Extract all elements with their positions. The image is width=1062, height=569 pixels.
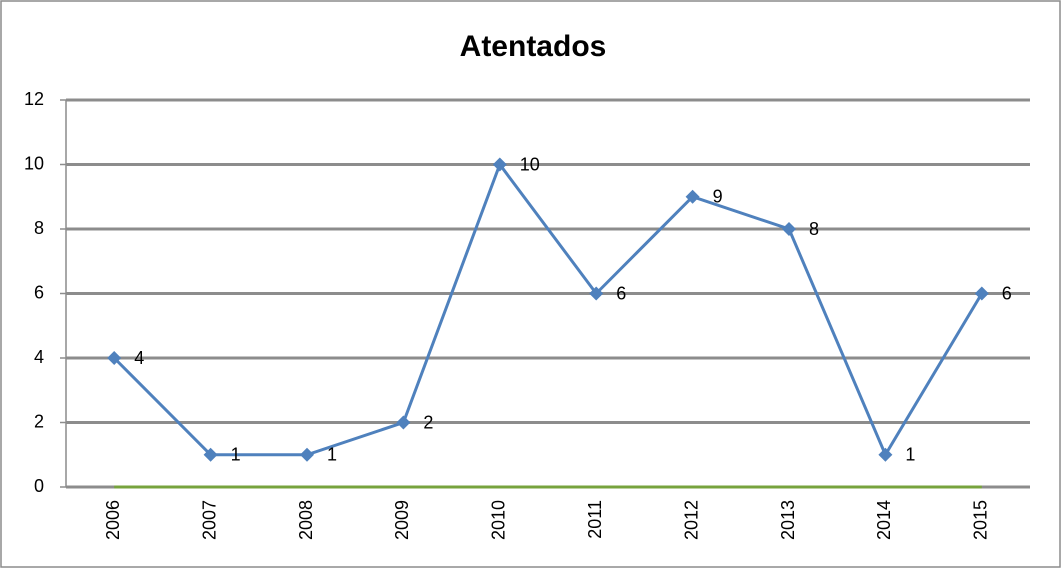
- marker: [396, 415, 411, 430]
- data-label: 4: [134, 348, 144, 368]
- x-tick-label: 2013: [778, 500, 798, 540]
- marker: [203, 447, 218, 462]
- marker: [878, 447, 893, 462]
- x-tick-label: 2011: [585, 500, 605, 539]
- y-tick-label: 4: [34, 347, 44, 367]
- chart-title: Atentados: [460, 30, 607, 63]
- data-label: 9: [713, 187, 723, 207]
- data-label: 10: [520, 154, 540, 174]
- data-label: 6: [1002, 283, 1012, 303]
- y-tick-label: 12: [24, 89, 44, 109]
- data-label: 6: [616, 283, 626, 303]
- marker: [107, 351, 122, 365]
- data-label: 2: [423, 412, 433, 432]
- x-tick-label: 2008: [296, 500, 316, 540]
- marker: [589, 286, 604, 301]
- y-tick-label: 10: [24, 153, 44, 173]
- y-tick-label: 8: [34, 218, 44, 238]
- series-line: [113, 161, 984, 459]
- data-label: 1: [327, 445, 337, 465]
- y-tick-label: 2: [34, 411, 44, 431]
- marker: [492, 157, 507, 172]
- marker: [300, 447, 314, 462]
- data-label: 1: [905, 445, 915, 465]
- x-tick-label: 2006: [103, 500, 123, 540]
- marker: [782, 222, 796, 236]
- y-tick-label: 0: [34, 476, 44, 496]
- x-tick-label: 2007: [199, 500, 219, 540]
- x-tick-label: 2012: [681, 500, 701, 540]
- x-tick-label: 2010: [489, 500, 509, 540]
- data-label: 1: [231, 445, 241, 465]
- x-tick-label: 2015: [971, 500, 991, 540]
- y-tick-label: 6: [34, 282, 44, 302]
- data-label: 8: [809, 219, 819, 239]
- x-tick-label: 2014: [874, 500, 894, 540]
- marker: [685, 189, 700, 204]
- x-tick-label: 2009: [392, 500, 412, 540]
- marker: [974, 286, 989, 301]
